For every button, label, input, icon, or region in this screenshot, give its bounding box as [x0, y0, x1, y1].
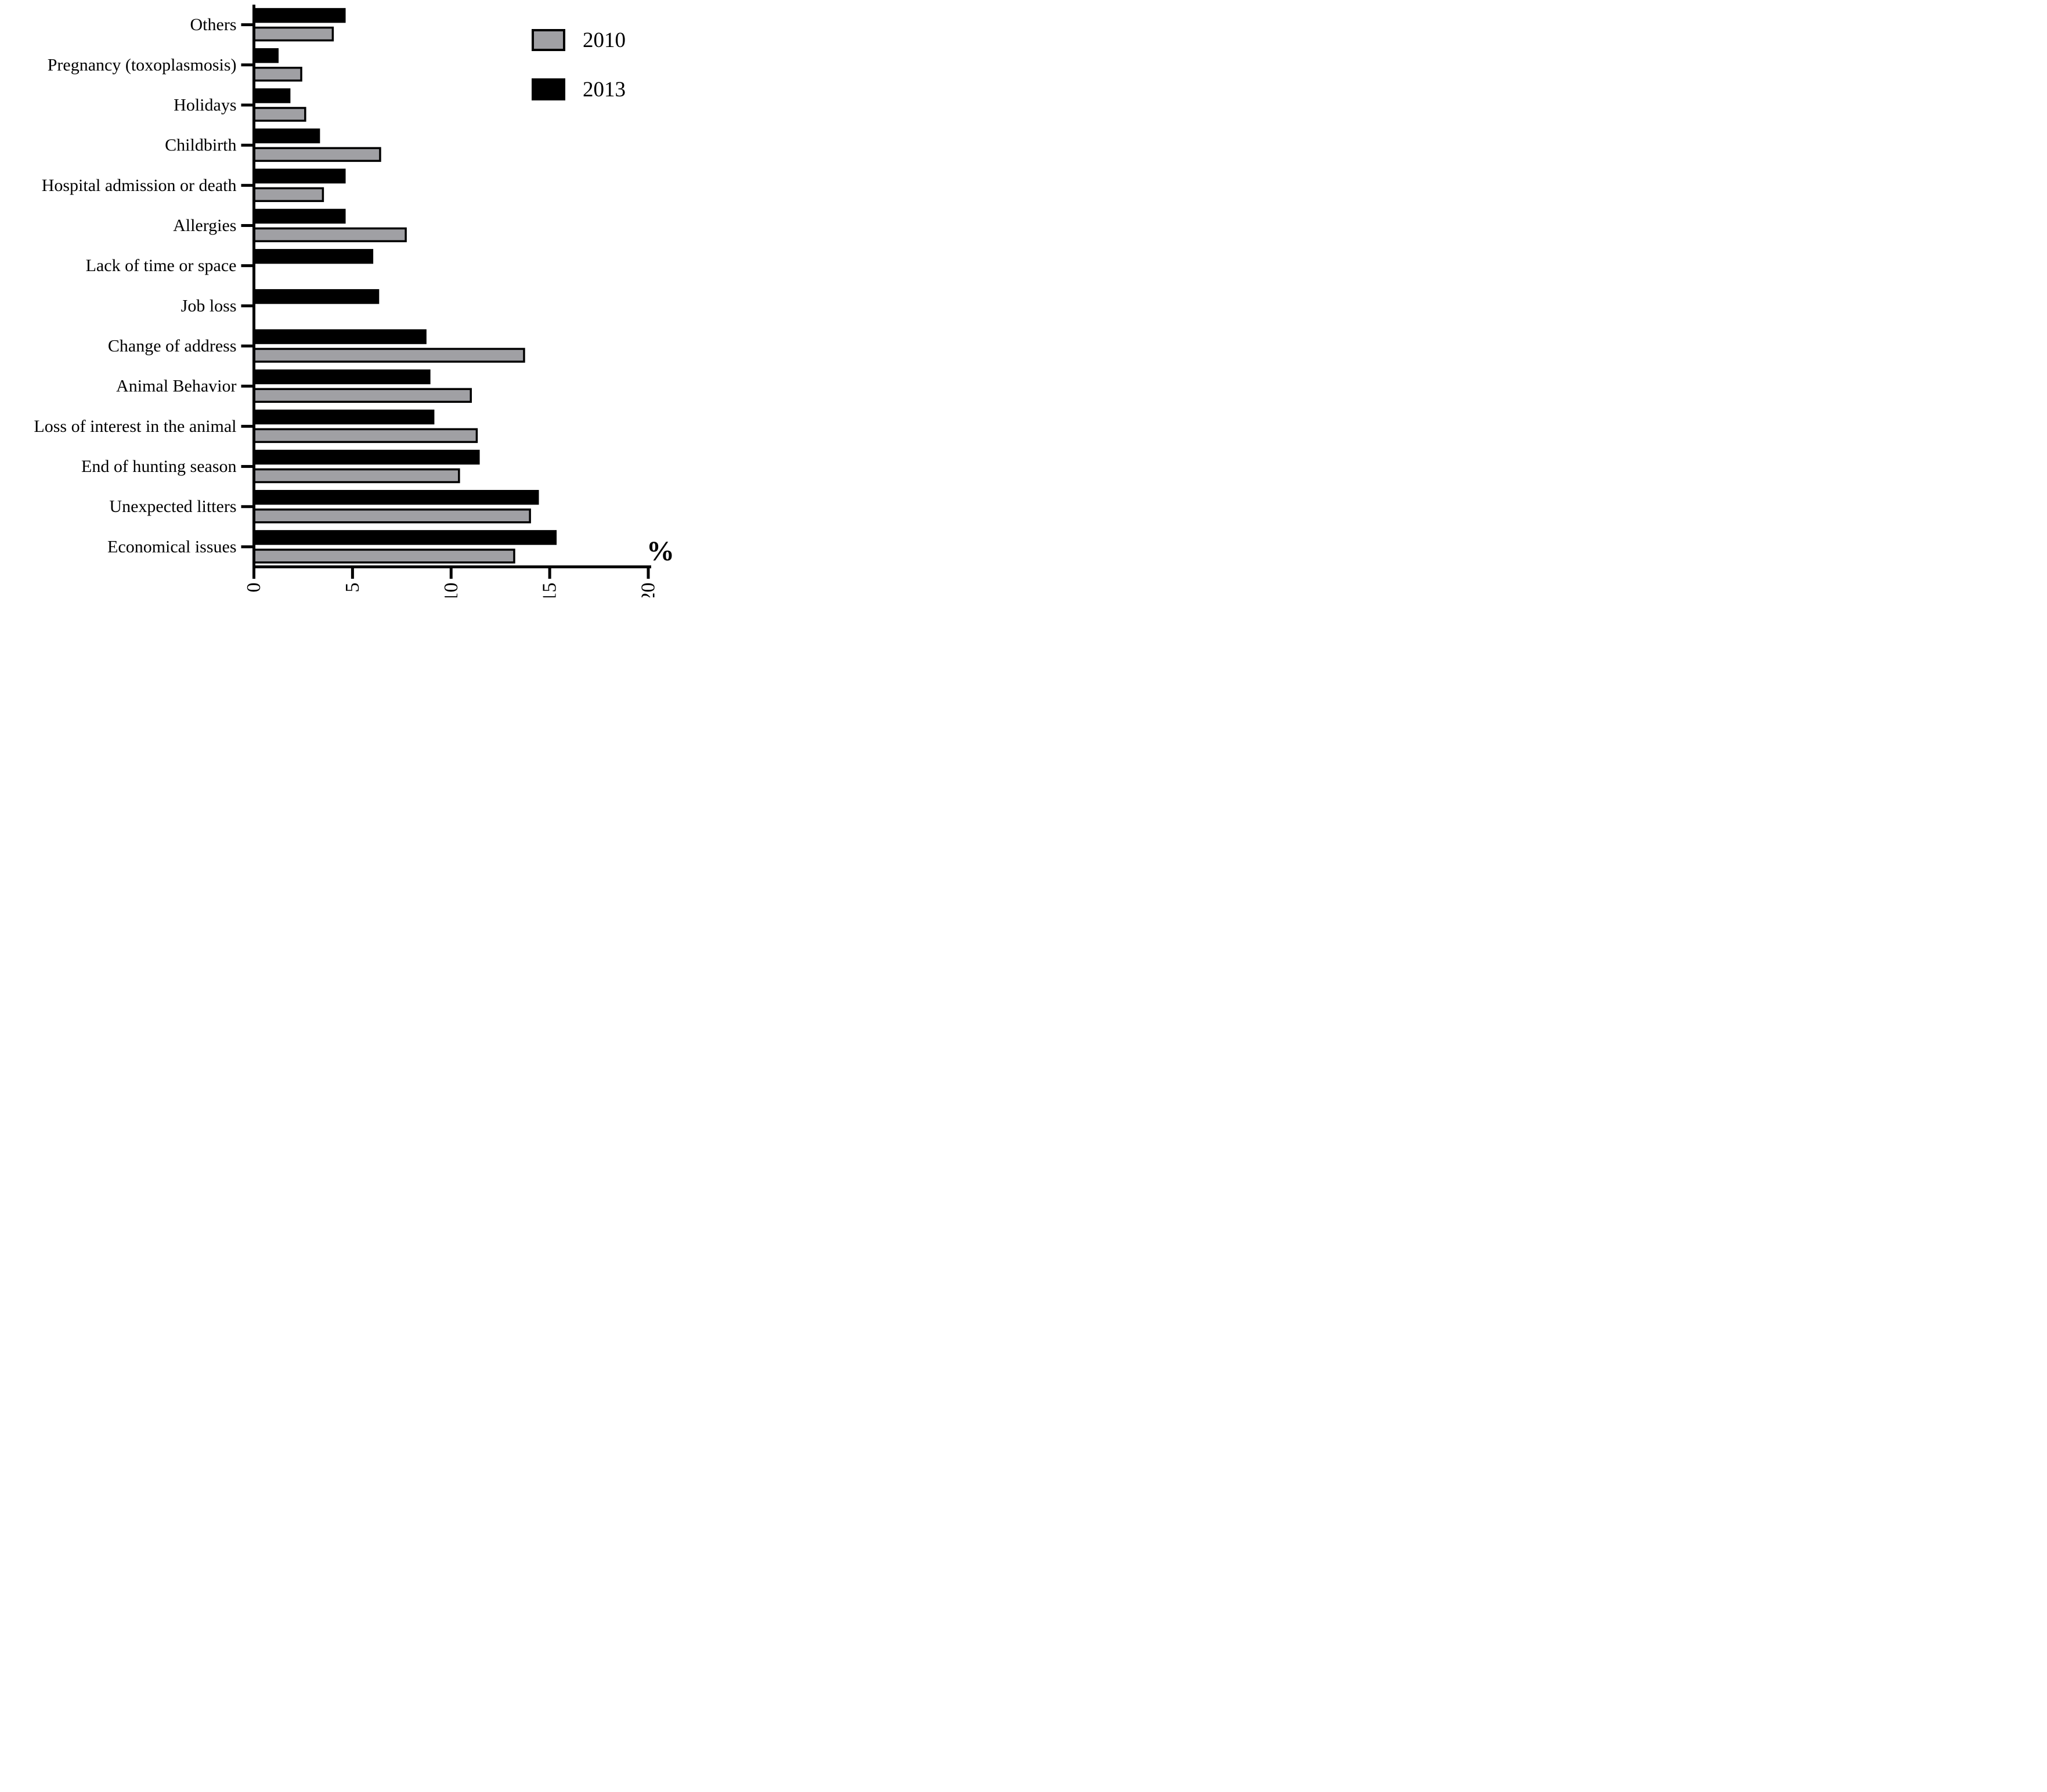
x-tick: [548, 568, 551, 579]
bar-2010: [252, 147, 381, 162]
category-label: Allergies: [173, 216, 236, 235]
category-label: Lack of time or space: [86, 256, 237, 275]
category-tick: [241, 223, 254, 227]
category-tick: [241, 264, 254, 268]
bar-2013: [252, 128, 320, 143]
bar-2013: [252, 48, 279, 63]
bar-2013: [252, 208, 346, 224]
category-tick: [241, 143, 254, 147]
x-tick: [351, 568, 354, 579]
category-label: Hospital admission or death: [42, 176, 237, 195]
chart-page: Others Pregnancy (toxoplasmosis) Holidays C…: [0, 0, 683, 597]
x-tick: [252, 568, 255, 579]
legend-label-2010: 2010: [583, 28, 626, 52]
bar-2013: [252, 88, 291, 103]
legend-swatch-2010: [532, 29, 565, 51]
x-tick-label: 10: [441, 583, 462, 598]
legend-item-2013: 2013: [532, 78, 626, 100]
bar-2010: [252, 187, 324, 203]
category-tick: [241, 103, 254, 107]
legend: 2010 2013: [532, 29, 626, 100]
category-label: Change of address: [108, 337, 237, 356]
x-tick-label: 15: [539, 583, 561, 598]
bar-2010: [252, 348, 525, 363]
category-label: Childbirth: [165, 136, 236, 155]
bar-2013: [252, 329, 427, 344]
category-label: Economical issues: [107, 537, 236, 556]
category-label: Holidays: [174, 95, 236, 114]
category-tick: [241, 344, 254, 348]
bar-2013: [252, 409, 435, 425]
category-label: Others: [190, 15, 237, 34]
x-tick: [449, 568, 453, 579]
bar-2010: [252, 107, 306, 122]
y-axis: [252, 5, 255, 568]
x-axis-unit-label: %: [647, 536, 674, 567]
bar-2013: [252, 248, 374, 264]
category-label: End of hunting season: [81, 457, 236, 476]
category-tick: [241, 183, 254, 187]
category-tick: [241, 63, 254, 67]
bar-2010: [252, 468, 460, 484]
category-tick: [241, 465, 254, 468]
bar-2010: [252, 549, 515, 564]
bar-2010: [252, 26, 334, 42]
bar-2010: [252, 388, 472, 403]
bar-2010: [252, 508, 531, 524]
bar-2013: [252, 369, 431, 384]
x-tick-label: 5: [342, 583, 363, 593]
bar-2010: [252, 428, 478, 444]
bar-2013: [252, 8, 346, 23]
bar-2013: [252, 530, 557, 545]
bar-2013: [252, 449, 480, 465]
bar-chart: Others Pregnancy (toxoplasmosis) Holidays C…: [34, 5, 659, 598]
category-tick: [241, 424, 254, 428]
bar-2013: [252, 168, 346, 184]
x-tick-label: 20: [638, 583, 659, 598]
x-tick: [647, 568, 650, 579]
legend-swatch-2013: [532, 78, 565, 100]
bar-2013: [252, 289, 380, 304]
category-tick: [241, 545, 254, 549]
category-tick: [241, 304, 254, 308]
category-tick: [241, 384, 254, 388]
category-label: Job loss: [181, 296, 237, 315]
legend-label-2013: 2013: [583, 77, 626, 102]
legend-item-2010: 2010: [532, 29, 626, 51]
x-axis: [252, 565, 651, 568]
category-label: Pregnancy (toxoplasmosis): [48, 55, 237, 74]
category-tick: [241, 505, 254, 509]
category-label: Loss of interest in the animal: [34, 417, 236, 436]
category-label: Unexpected litters: [109, 497, 236, 516]
category-tick: [241, 23, 254, 27]
bar-2010: [252, 227, 407, 243]
bar-2010: [252, 67, 302, 82]
bar-2013: [252, 489, 539, 505]
category-label: Animal Behavior: [116, 377, 236, 396]
x-tick-label: 0: [243, 583, 265, 593]
